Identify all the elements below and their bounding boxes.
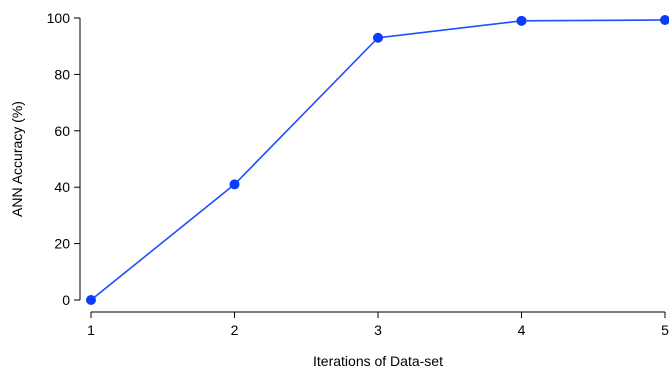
data-point [660,14,669,25]
x-axis-title: Iterations of Data-set [313,353,443,369]
x-tick-label: 3 [374,322,382,338]
x-tick-label: 2 [231,322,239,338]
x-tick-label: 1 [87,322,95,338]
data-point [229,179,240,190]
y-tick-label: 80 [54,66,70,82]
x-ticks: 1 2 3 4 5 [87,312,669,338]
y-tick-label: 100 [47,10,71,26]
y-axis-title: ANN Accuracy (%) [9,101,25,217]
series-line [90,19,666,301]
data-point [373,32,383,43]
axes [79,18,665,313]
series-group [86,14,669,305]
y-ticks: 0 20 40 60 80 100 [47,10,80,308]
data-point [86,295,96,305]
y-tick-label: 60 [54,123,70,139]
x-tick-label: 4 [518,322,526,338]
y-tick-label: 0 [62,292,70,308]
y-tick-label: 40 [54,179,70,195]
x-tick-label: 5 [661,322,669,338]
data-point [516,15,527,26]
y-tick-label: 20 [54,236,70,252]
